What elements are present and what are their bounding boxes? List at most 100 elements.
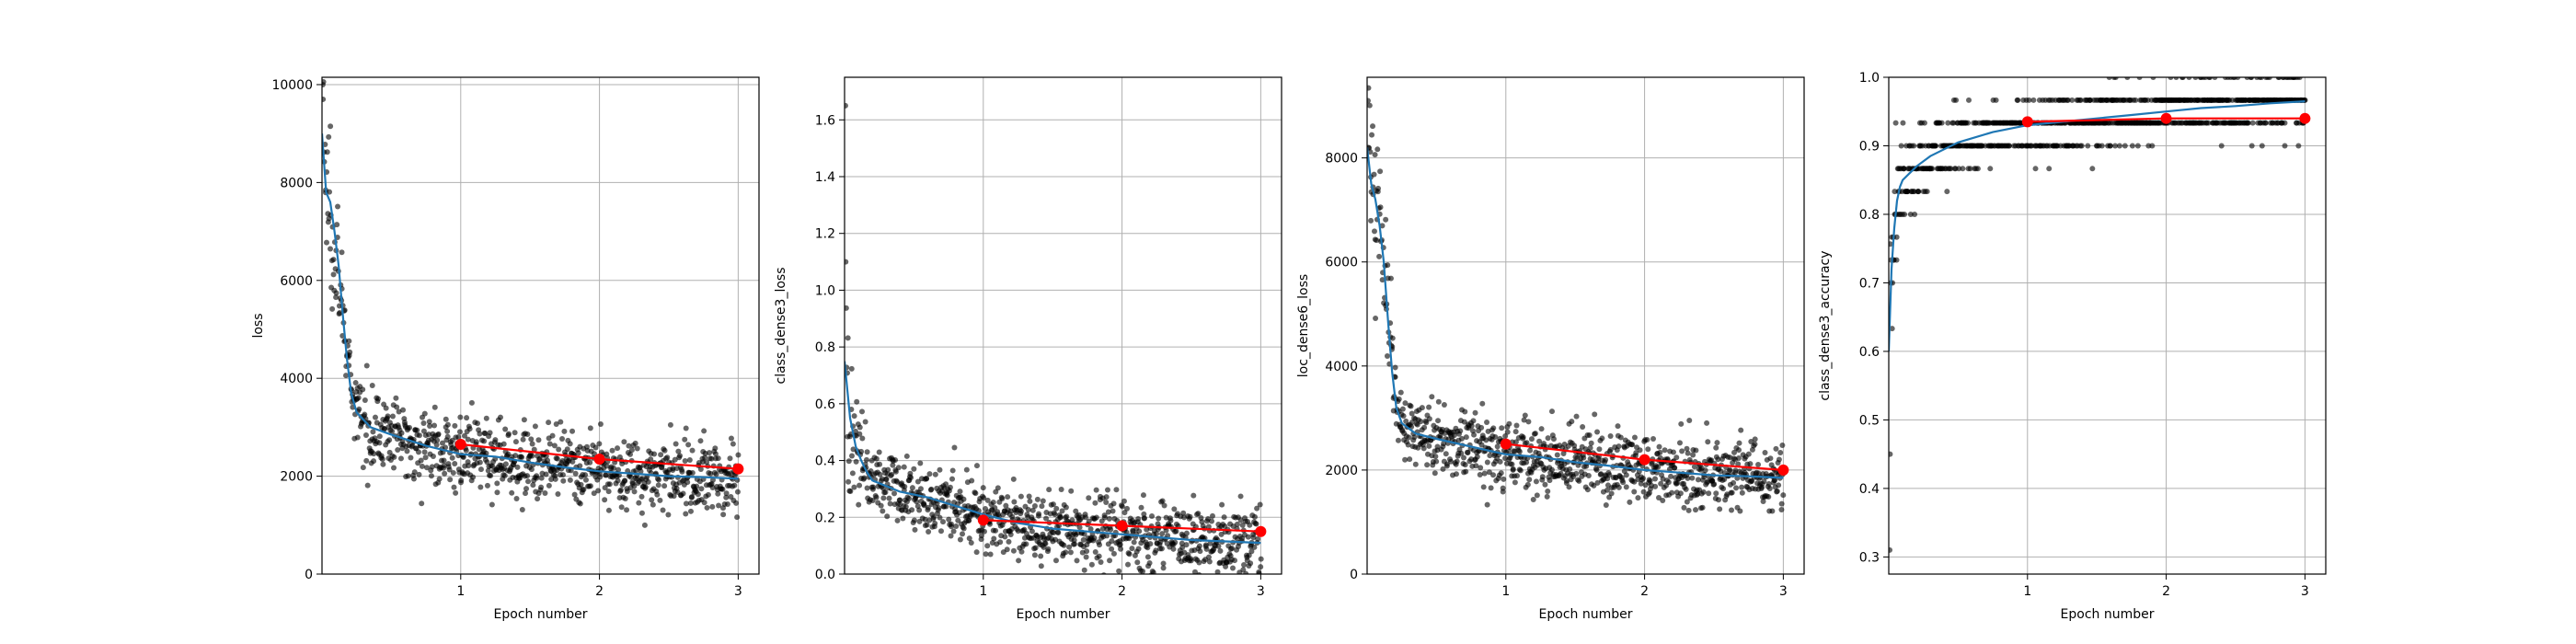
data-point	[1032, 545, 1039, 551]
y-tick-label: 0.2	[815, 511, 835, 525]
data-point	[1207, 540, 1213, 546]
data-point	[1670, 449, 1676, 455]
data-point	[1209, 512, 1215, 519]
data-point	[369, 382, 375, 388]
data-point	[1093, 487, 1099, 493]
x-tick-label: 3	[1779, 584, 1788, 599]
data-point	[581, 487, 587, 493]
data-point	[911, 517, 917, 523]
data-point	[502, 461, 509, 467]
data-point	[916, 507, 923, 513]
data-point	[1596, 446, 1603, 453]
data-point	[1183, 530, 1190, 536]
data-point	[455, 434, 462, 441]
data-point	[1042, 540, 1049, 546]
data-point	[1593, 466, 1600, 473]
data-point	[420, 420, 427, 427]
data-point	[1960, 166, 1966, 172]
data-point	[372, 414, 378, 420]
data-point	[1421, 424, 1428, 431]
data-point	[1396, 396, 1402, 402]
data-point	[634, 445, 640, 452]
data-point	[1706, 490, 1712, 497]
data-point	[667, 421, 673, 428]
data-point	[519, 507, 525, 513]
data-point	[1490, 425, 1497, 431]
data-point	[1527, 447, 1534, 454]
data-point	[1237, 493, 1244, 500]
data-point	[1924, 189, 1930, 195]
data-point	[1470, 418, 1477, 424]
data-point	[1243, 570, 1249, 574]
data-point	[1153, 547, 1159, 554]
data-point	[1736, 440, 1742, 446]
data-point	[2134, 143, 2141, 149]
data-point	[397, 455, 404, 462]
data-point	[334, 222, 340, 228]
data-point	[702, 454, 708, 461]
data-point	[538, 484, 545, 490]
data-point	[465, 436, 471, 443]
data-point	[694, 483, 700, 489]
data-point	[930, 514, 937, 521]
x-tick-label: 2	[1118, 584, 1126, 599]
data-point	[1665, 479, 1672, 486]
y-tick-label: 0	[1350, 568, 1358, 582]
data-point	[671, 493, 677, 500]
data-point	[1536, 438, 1543, 444]
data-point	[1516, 448, 1523, 454]
data-point	[1490, 472, 1497, 478]
data-point	[909, 485, 915, 491]
y-axis-label: class_dense3_loss	[774, 268, 788, 385]
data-point	[1695, 477, 1701, 483]
scatter-points	[1367, 85, 1787, 514]
data-point	[1889, 546, 1893, 553]
data-point	[435, 431, 442, 437]
data-point	[981, 528, 987, 535]
data-point	[564, 446, 570, 453]
y-tick-label: 0.3	[1859, 550, 1880, 565]
data-point	[421, 410, 428, 417]
data-point	[416, 432, 422, 439]
data-point	[1026, 493, 1032, 500]
data-point	[1188, 558, 1194, 564]
data-point	[1408, 403, 1414, 409]
data-point	[595, 488, 602, 494]
data-point	[543, 453, 549, 459]
data-point	[1607, 446, 1614, 453]
data-point	[1617, 434, 1624, 441]
data-point	[686, 456, 693, 463]
data-point	[1966, 97, 1972, 103]
data-point	[1373, 315, 1379, 321]
data-point	[1254, 505, 1260, 512]
data-point	[1096, 542, 1102, 548]
x-axis-label: Epoch number	[1539, 607, 1633, 622]
data-point	[1209, 576, 1214, 581]
data-point	[687, 500, 694, 506]
data-point	[1429, 394, 1435, 400]
data-point	[1677, 490, 1684, 497]
data-point	[2046, 166, 2053, 172]
data-point	[689, 469, 696, 476]
data-point	[324, 149, 330, 155]
data-point	[449, 454, 455, 461]
data-point	[628, 474, 635, 480]
data-point	[441, 457, 447, 464]
data-point	[528, 436, 535, 443]
data-point	[878, 502, 884, 509]
epoch-marker	[1777, 464, 1789, 476]
data-point	[391, 465, 397, 471]
x-tick-label: 1	[2023, 584, 2031, 599]
data-point	[1533, 478, 1539, 485]
data-point	[1248, 548, 1255, 555]
data-point	[1684, 499, 1690, 505]
data-point	[1104, 533, 1110, 539]
data-point	[731, 482, 738, 489]
data-point	[1196, 543, 1202, 549]
epoch-marker	[454, 439, 466, 451]
data-point	[2085, 143, 2091, 149]
data-point	[1478, 465, 1484, 471]
data-point	[463, 447, 469, 454]
data-point	[326, 133, 332, 140]
data-point	[1474, 454, 1480, 460]
